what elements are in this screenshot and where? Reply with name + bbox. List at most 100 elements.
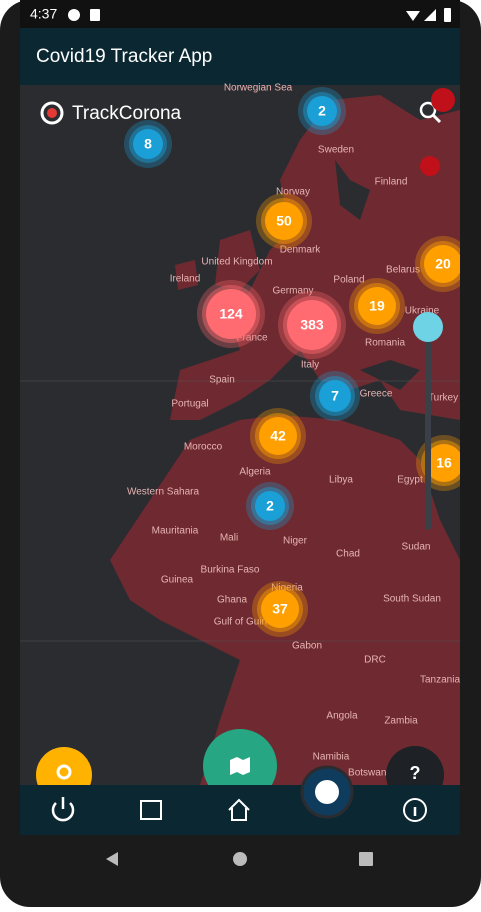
help-label: ?	[410, 763, 421, 783]
map-label: Tanzania	[420, 675, 460, 686]
sea-black	[360, 360, 420, 390]
zoom-handle[interactable]	[413, 312, 443, 342]
search-button	[431, 113, 442, 124]
map-label: Gulf of Guinea	[214, 617, 279, 628]
map-label: Romania	[365, 338, 405, 349]
cluster-count: 2	[318, 103, 326, 119]
cluster[interactable]: 2	[246, 482, 294, 530]
sea-baltic	[335, 160, 370, 220]
status-icon	[68, 9, 80, 21]
map-label: Sudan	[402, 542, 431, 553]
power-icon[interactable]	[51, 802, 75, 822]
cluster-marker	[133, 129, 163, 159]
map-label: Ghana	[217, 595, 247, 606]
cluster[interactable]: 37	[252, 581, 308, 637]
cluster-marker	[287, 300, 337, 350]
cluster-count: 8	[144, 136, 152, 152]
search-button[interactable]	[419, 101, 437, 119]
map-label: Egypt	[397, 475, 423, 486]
recents-button[interactable]	[359, 852, 373, 866]
map-label: Mauritania	[152, 526, 199, 537]
settings-icon	[56, 764, 72, 780]
cluster-count: 42	[270, 428, 286, 444]
cluster-count: 19	[369, 298, 385, 314]
brand-name: TrackCorona	[72, 103, 182, 124]
home-icon[interactable]	[228, 798, 250, 821]
map-icon	[230, 757, 250, 775]
cluster[interactable]: 8	[124, 120, 172, 168]
info-icon[interactable]	[403, 798, 427, 822]
map-label: Namibia	[313, 752, 350, 763]
map-label: Zambia	[384, 716, 418, 727]
globe-icon	[315, 780, 339, 804]
cluster-marker	[265, 202, 303, 240]
home-button[interactable]	[233, 852, 247, 866]
map-label: Turkey	[428, 393, 458, 404]
cluster-marker	[255, 491, 285, 521]
cluster-marker	[358, 287, 396, 325]
cluster[interactable]: 383	[278, 291, 346, 359]
signal-icon	[424, 9, 436, 21]
status-time: 4:37	[30, 6, 57, 22]
cluster-count: 37	[272, 601, 288, 617]
back-button[interactable]	[106, 852, 118, 866]
cluster[interactable]: 42	[250, 408, 306, 464]
map-label: Angola	[326, 711, 358, 722]
map-label: Niger	[283, 536, 308, 547]
brand-logo	[40, 101, 64, 125]
map-label: Germany	[272, 286, 313, 297]
bottom-nav	[20, 785, 460, 835]
map-label: United Kingdom	[201, 257, 272, 268]
map-label: Western Sahara	[127, 487, 200, 498]
hotspot	[431, 88, 455, 112]
cluster-marker	[425, 444, 460, 482]
cluster-count: 16	[436, 455, 452, 471]
map-label: Greece	[360, 389, 393, 400]
map-label: Belarus	[386, 265, 420, 276]
cluster[interactable]: 2	[298, 87, 346, 135]
map[interactable]: Norwegian Sea Sweden Finland Norway Denmark I…	[20, 83, 472, 804]
map-label: Spain	[209, 375, 235, 386]
map-label: Ukraine	[405, 306, 440, 317]
land-uk	[215, 230, 260, 290]
cluster[interactable]: 124	[197, 280, 265, 348]
cluster-marker	[319, 380, 351, 412]
cluster[interactable]: 19	[349, 278, 405, 334]
map-label: Norwegian Sea	[224, 83, 293, 94]
brand-logo	[47, 108, 57, 118]
map-label: South Sudan	[383, 594, 441, 605]
app-bar	[20, 28, 460, 85]
zoom-slider[interactable]	[425, 330, 431, 530]
wifi-icon	[406, 11, 420, 21]
map-label: Botswana	[348, 768, 392, 779]
map-label: Norway	[276, 187, 310, 198]
hotspot	[420, 156, 440, 176]
map-label: DRC	[364, 655, 386, 666]
map-label: Poland	[333, 275, 364, 286]
map-label: Italy	[301, 360, 319, 371]
map-label: Sweden	[318, 145, 354, 156]
cluster-marker	[259, 417, 297, 455]
land-europe	[170, 95, 460, 420]
cluster[interactable]: 7	[310, 371, 360, 421]
map-label: Libya	[329, 475, 353, 486]
cluster-count: 20	[435, 256, 451, 272]
map-label: Guinea	[161, 575, 194, 586]
land-ireland	[175, 260, 198, 290]
cluster-count: 7	[331, 388, 339, 404]
battery-icon	[444, 8, 451, 22]
map-label: Nigeria	[271, 583, 303, 594]
cluster[interactable]: 50	[256, 193, 312, 249]
map-label: Denmark	[280, 245, 322, 256]
map-label: Mali	[220, 533, 238, 544]
map-label: Morocco	[184, 442, 223, 453]
news-icon[interactable]	[140, 800, 162, 820]
cluster-marker	[261, 590, 299, 628]
map-label: Burkina Faso	[201, 565, 260, 576]
cluster[interactable]: 20	[415, 236, 471, 292]
cluster-marker	[206, 289, 256, 339]
cluster-marker	[424, 245, 460, 283]
map-label: Algeria	[239, 467, 271, 478]
map-label: Finland	[375, 177, 408, 188]
